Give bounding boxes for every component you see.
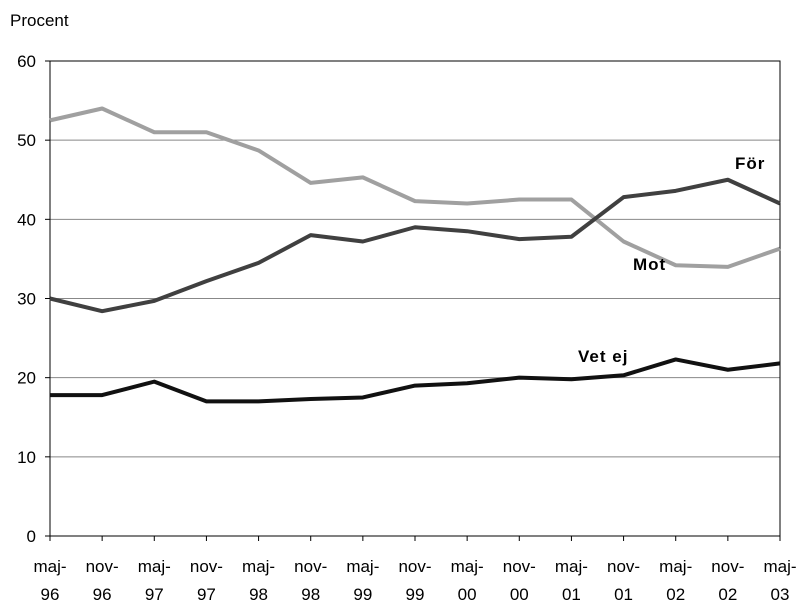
x-tick-label: nov- 98	[294, 557, 328, 604]
y-tick-label: 30	[17, 290, 36, 309]
y-tick-label: 50	[17, 131, 36, 150]
y-tick-label: 0	[27, 527, 36, 546]
x-tick-label: maj- 97	[137, 557, 171, 604]
series-line	[49, 106, 781, 269]
y-tick-label: 20	[17, 369, 36, 388]
x-tick-label: nov- 02	[711, 557, 745, 604]
x-tick-label: nov- 01	[607, 557, 641, 604]
y-axis-title: Procent	[10, 11, 69, 30]
series-label: Mot	[633, 255, 666, 274]
x-tick-label: nov- 96	[85, 557, 119, 604]
series-label: För	[735, 154, 765, 173]
series-line	[49, 177, 781, 314]
series-line	[50, 357, 781, 404]
x-tick-label: nov- 99	[398, 557, 432, 604]
y-tick-label: 60	[17, 52, 36, 71]
x-tick-label: maj- 98	[242, 557, 276, 604]
x-tick-label: maj- 00	[450, 557, 484, 604]
x-tick-label: maj- 03	[763, 557, 797, 604]
x-tick-label: nov- 97	[189, 557, 223, 604]
y-tick-label: 10	[17, 448, 36, 467]
x-tick-label: maj- 01	[554, 557, 588, 604]
x-tick-label: maj- 96	[33, 557, 67, 604]
x-tick-label: maj- 02	[659, 557, 693, 604]
series-label: Vet ej	[578, 347, 628, 366]
y-tick-label: 40	[17, 210, 36, 229]
x-tick-label: maj- 99	[346, 557, 380, 604]
x-tick-label: nov- 00	[502, 557, 536, 604]
